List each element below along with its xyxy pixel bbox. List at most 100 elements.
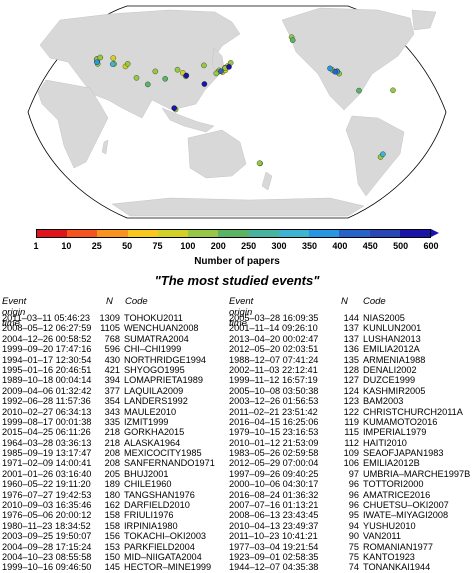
colorbar-segment xyxy=(37,230,68,237)
event-time: 1976–07–27 19:42:53 xyxy=(2,489,92,500)
event-dot xyxy=(380,151,386,157)
event-code: SEAOFJAPAN1983 xyxy=(363,448,444,459)
paper-count: 122 xyxy=(343,406,359,417)
paper-count: 96 xyxy=(348,500,359,511)
header-code: Code xyxy=(363,296,386,307)
event-time: 2011–03–11 05:46:23 xyxy=(2,313,91,323)
event-code: GORKHA2015 xyxy=(124,427,185,438)
land-antarctica xyxy=(111,197,365,217)
event-dot xyxy=(145,81,151,88)
event-code: NIAS2005 xyxy=(363,313,405,323)
paper-count: 156 xyxy=(104,531,120,542)
event-time: 2000–10–06 04:30:17 xyxy=(229,479,319,490)
event-code: HAITI2010 xyxy=(363,437,407,448)
event-code: ROMANIAN1977 xyxy=(363,541,433,552)
header-n: N xyxy=(106,296,113,307)
colorbar-tick-label: 350 xyxy=(301,241,317,251)
event-time: 2004–09–28 17:15:24 xyxy=(2,541,92,552)
colorbar-segment xyxy=(339,230,370,237)
event-time: 2003–12–26 01:56:53 xyxy=(229,396,319,407)
event-dot xyxy=(162,76,168,82)
event-time: 2011–10–23 10:41:21 xyxy=(229,531,318,542)
colorbar-segment xyxy=(309,230,340,237)
paper-count: 123 xyxy=(343,396,359,407)
colorbar-tick-label: 200 xyxy=(210,241,226,251)
event-dot xyxy=(152,68,159,75)
paper-count: 97 xyxy=(348,468,359,479)
paper-count: 95 xyxy=(348,510,359,521)
event-time: 2010–02–27 06:34:13 xyxy=(2,406,92,417)
event-time: 2004–12–26 00:58:52 xyxy=(2,333,92,344)
event-code: TANGSHAN1976 xyxy=(124,489,195,500)
colorbar-segment xyxy=(278,230,310,237)
paper-count: 96 xyxy=(348,489,359,500)
event-time: 1985–09–19 13:17:47 xyxy=(2,448,92,459)
event-time: 1944–12–07 04:35:38 xyxy=(229,562,319,573)
event-time: 2008–05–12 06:27:59 xyxy=(2,323,92,334)
paper-count: 127 xyxy=(343,375,359,386)
paper-count: 596 xyxy=(104,344,120,355)
event-time: 2002–11–03 22:12:41 xyxy=(229,364,318,375)
colorbar-tick-label: 500 xyxy=(393,241,409,251)
colorbar-segment xyxy=(218,230,249,237)
paper-count: 158 xyxy=(104,520,120,531)
event-code: IRPINIA1980 xyxy=(124,520,178,531)
paper-count: 189 xyxy=(104,479,120,490)
event-code: BHUJ2001 xyxy=(124,468,169,479)
paper-count: 75 xyxy=(348,541,359,552)
header-code: Code xyxy=(125,296,148,307)
event-time: 1983–05–26 02:59:58 xyxy=(229,448,319,459)
paper-count: 377 xyxy=(104,385,120,396)
colorbar: 1 10 25 50 75 100 200 250 300 350 400 450 500 600 xyxy=(33,229,441,257)
event-time: 1999–08–17 00:01:38 xyxy=(2,416,92,427)
colorbar-arrow xyxy=(431,229,439,237)
event-code: KASHMIR2005 xyxy=(363,385,426,396)
event-time: 2015–04–25 06:11:26 xyxy=(2,427,91,438)
event-time: 2004–10–23 08:55:58 xyxy=(2,551,92,562)
event-code: TOHOKU2011 xyxy=(124,313,183,323)
event-code: DARFIELD2010 xyxy=(124,500,190,511)
event-dot xyxy=(289,37,296,43)
land-greenland xyxy=(411,9,437,31)
event-code: EMILIA2012A xyxy=(363,344,420,355)
event-code: KUNLUN2001 xyxy=(363,323,422,334)
event-code: WENCHUAN2008 xyxy=(124,323,199,334)
colorbar-label: Number of papers xyxy=(194,256,280,267)
event-dot xyxy=(332,68,338,75)
event-time: 1992–06–28 11:57:36 xyxy=(2,396,91,407)
event-code: TONANKAI1944 xyxy=(363,562,431,573)
paper-count: 768 xyxy=(104,333,120,344)
event-dot xyxy=(256,160,263,166)
paper-count: 96 xyxy=(348,479,359,490)
event-time: 2005–03–28 16:09:35 xyxy=(229,313,319,323)
event-code: KUMAMOTO2016 xyxy=(363,416,438,427)
colorbar-track xyxy=(36,229,431,238)
colorbar-segment xyxy=(127,230,158,237)
event-time: 2010–04–13 23:49:37 xyxy=(229,520,319,531)
event-code: AMATRICE2016 xyxy=(363,489,431,500)
event-time: 1999–09–20 17:47:16 xyxy=(2,344,92,355)
colorbar-tick-label: 400 xyxy=(332,241,348,251)
event-code: CHI–CHI1999 xyxy=(124,344,182,355)
event-time: 2009–04–06 01:32:42 xyxy=(2,385,92,396)
colorbar-tick-label: 300 xyxy=(271,241,287,251)
paper-count: 124 xyxy=(343,385,359,396)
paper-count: 205 xyxy=(104,468,120,479)
event-dot xyxy=(97,54,104,61)
paper-count: 335 xyxy=(104,416,120,427)
colorbar-segment xyxy=(188,230,219,237)
colorbar-segment xyxy=(369,230,400,237)
event-code: IZMIT1999 xyxy=(124,416,169,427)
paper-count: 136 xyxy=(343,344,359,355)
event-code: ARMENIA1988 xyxy=(363,354,426,365)
event-code: PARKFIELD2004 xyxy=(124,541,195,552)
event-code: VAN2011 xyxy=(363,531,401,542)
colorbar-tick-label: 10 xyxy=(61,241,72,251)
colorbar-segment xyxy=(248,230,279,237)
event-dot xyxy=(201,81,208,87)
event-time: 2012–05–29 07:00:04 xyxy=(229,458,319,469)
event-time: 1997–09–26 09:40:25 xyxy=(229,468,319,479)
event-code: MID–NIIGATA2004 xyxy=(124,551,202,562)
land-north-america xyxy=(281,7,415,111)
event-dot xyxy=(110,55,117,61)
